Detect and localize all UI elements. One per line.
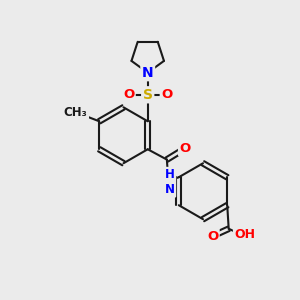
Text: S: S xyxy=(143,88,153,102)
Text: OH: OH xyxy=(234,228,255,241)
Text: O: O xyxy=(161,88,172,101)
Text: CH₃: CH₃ xyxy=(64,106,88,119)
Text: H
N: H N xyxy=(165,168,175,196)
Text: O: O xyxy=(207,230,218,243)
Text: N: N xyxy=(142,66,154,80)
Text: O: O xyxy=(179,142,191,155)
Text: O: O xyxy=(123,88,134,101)
